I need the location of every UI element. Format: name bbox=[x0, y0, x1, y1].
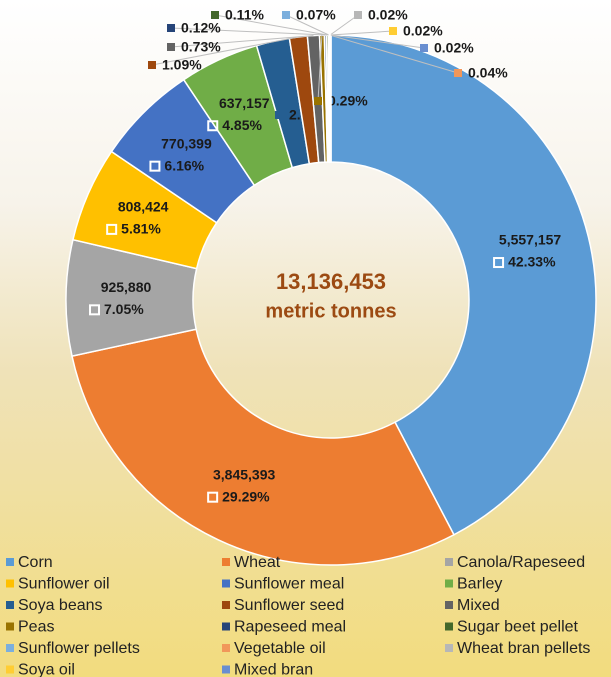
label-key bbox=[275, 111, 283, 119]
legend-label: Wheat bran pellets bbox=[457, 640, 590, 657]
amount-label: 3,845,393 bbox=[213, 466, 275, 482]
legend-key bbox=[222, 623, 230, 631]
value-label: 6.16% bbox=[164, 157, 204, 173]
center-total: 13,136,453 bbox=[276, 269, 386, 294]
label-key bbox=[314, 97, 322, 105]
value-label: 0.02% bbox=[403, 23, 443, 39]
amount-label: 925,880 bbox=[101, 279, 152, 295]
legend-label: Rapeseed meal bbox=[234, 619, 346, 636]
legend-label: Peas bbox=[18, 619, 54, 636]
legend-label: Soya oil bbox=[18, 662, 75, 677]
amount-label: 808,424 bbox=[118, 199, 169, 215]
value-label: 0.02% bbox=[434, 40, 474, 56]
label-key bbox=[282, 11, 290, 19]
value-label: 4.85% bbox=[222, 117, 262, 133]
amount-label: 637,157 bbox=[219, 95, 270, 111]
value-label: 42.33% bbox=[508, 254, 556, 270]
value-label: 0.73% bbox=[181, 39, 221, 55]
legend-key bbox=[222, 644, 230, 652]
legend-key bbox=[222, 601, 230, 609]
legend-label: Mixed bran bbox=[234, 662, 313, 677]
label-key bbox=[148, 61, 156, 69]
legend-label: Sunflower meal bbox=[234, 576, 344, 593]
legend-label: Sunflower pellets bbox=[18, 640, 140, 657]
legend-label: Soya beans bbox=[18, 597, 103, 614]
legend-key bbox=[222, 666, 230, 674]
label-key bbox=[167, 43, 175, 51]
legend-key bbox=[6, 644, 14, 652]
legend-label: Sunflower seed bbox=[234, 597, 344, 614]
value-label: 1.09% bbox=[162, 57, 202, 73]
legend-label: Sunflower oil bbox=[18, 576, 110, 593]
value-label: 7.05% bbox=[104, 301, 144, 317]
legend-label: Barley bbox=[457, 576, 502, 593]
label-key bbox=[354, 11, 362, 19]
legend-label: Canola/Rapeseed bbox=[457, 554, 585, 571]
value-label: 0.02% bbox=[368, 7, 408, 23]
value-label: 0.07% bbox=[296, 7, 336, 23]
legend-key bbox=[222, 558, 230, 566]
legend-key bbox=[6, 666, 14, 674]
legend-key bbox=[445, 558, 453, 566]
chart: 13,136,453 metric tonnes 5,557,157 42.33%… bbox=[0, 0, 611, 677]
label-key bbox=[389, 27, 397, 35]
legend-key bbox=[445, 580, 453, 588]
amount-label: 5,557,157 bbox=[499, 232, 561, 248]
legend-key bbox=[222, 580, 230, 588]
amount-label: 770,399 bbox=[161, 135, 212, 151]
legend-label: Corn bbox=[18, 554, 53, 571]
legend-key bbox=[6, 623, 14, 631]
value-label: 0.12% bbox=[181, 20, 221, 36]
legend-label: Wheat bbox=[234, 554, 281, 571]
label-key bbox=[211, 11, 219, 19]
label-key bbox=[420, 44, 428, 52]
legend-label: Sugar beet pellet bbox=[457, 619, 579, 636]
value-label: 0.04% bbox=[468, 65, 508, 81]
value-label: 5.81% bbox=[121, 221, 161, 237]
legend-key bbox=[445, 644, 453, 652]
value-label: 0.29% bbox=[328, 93, 368, 109]
legend-label: Mixed bbox=[457, 597, 500, 614]
legend-key bbox=[6, 558, 14, 566]
legend-key bbox=[6, 601, 14, 609]
legend-key bbox=[445, 601, 453, 609]
value-label: 29.29% bbox=[222, 488, 270, 504]
legend-key bbox=[6, 580, 14, 588]
legend-key bbox=[445, 623, 453, 631]
label-key bbox=[454, 69, 462, 77]
label-key bbox=[167, 24, 175, 32]
value-label: 0.11% bbox=[225, 7, 264, 23]
legend-label: Vegetable oil bbox=[234, 640, 326, 657]
center-unit: metric tonnes bbox=[265, 300, 396, 322]
